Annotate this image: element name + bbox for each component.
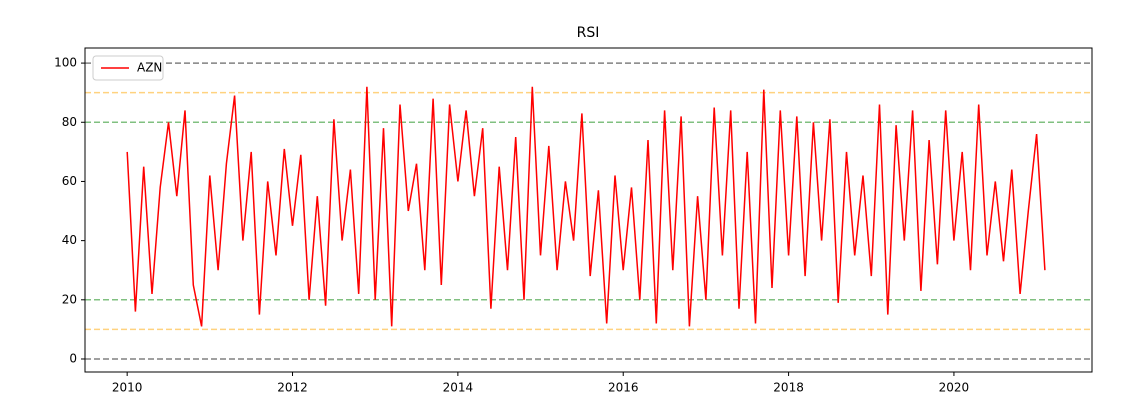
- x-tick-label: 2016: [608, 381, 639, 395]
- x-tick-label: 2018: [773, 381, 804, 395]
- chart-title: RSI: [577, 25, 600, 41]
- x-tick-label: 2020: [939, 381, 970, 395]
- y-tick-label: 40: [62, 233, 77, 247]
- y-tick-label: 0: [69, 351, 77, 365]
- x-tick-label: 2014: [443, 381, 474, 395]
- data-line: [126, 86, 1046, 327]
- y-tick-label: 20: [62, 292, 77, 306]
- y-tick-label: 60: [62, 174, 77, 188]
- y-tick-label: 80: [62, 115, 77, 129]
- plot-frame: [84, 47, 1093, 373]
- y-tick-label: 100: [54, 56, 77, 70]
- x-tick-label: 2012: [277, 381, 308, 395]
- legend-label: AZN: [137, 61, 162, 75]
- x-tick-label: 2010: [112, 381, 143, 395]
